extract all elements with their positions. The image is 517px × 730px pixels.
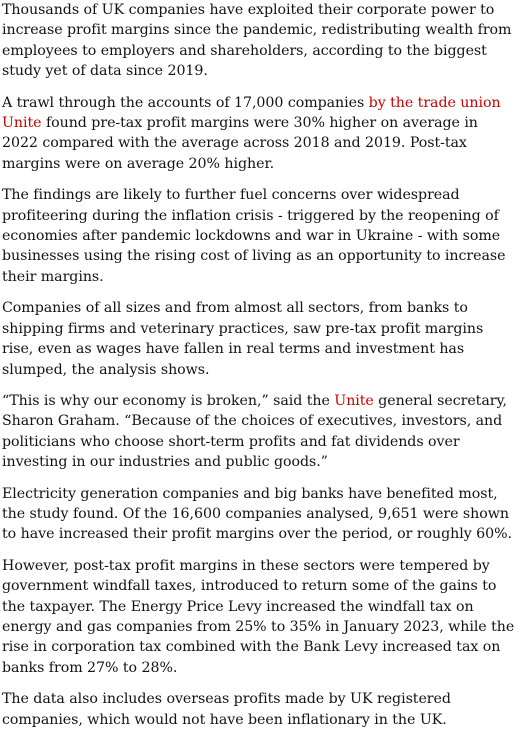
paragraph-5: “This is why our economy is broken,” sai… (2, 391, 515, 473)
paragraph-7: However, post-tax profit margins in thes… (2, 557, 515, 676)
paragraph-2-text-before: A trawl through the accounts of 17,000 c… (2, 94, 369, 111)
paragraph-1: Thousands of UK companies have exploited… (2, 2, 512, 80)
unite-link[interactable]: Unite (334, 392, 374, 409)
paragraph-3: The findings are likely to further fuel … (2, 187, 506, 285)
paragraph-2-text-after: found pre-tax profit margins were 30% hi… (2, 115, 478, 172)
paragraph-5-text-before: “This is why our economy is broken,” sai… (2, 392, 335, 409)
paragraph-4: Companies of all sizes and from almost a… (2, 300, 484, 378)
unite-study-link[interactable]: by the trade union Unite (2, 94, 501, 132)
paragraph-8: The data also includes overseas profits … (2, 691, 451, 728)
paragraph-2: A trawl through the accounts of 17,000 c… (2, 93, 515, 175)
paragraph-5-text-after: general secretary, Sharon Graham. “Becau… (2, 392, 508, 471)
paragraph-6: Electricity generation companies and big… (2, 485, 513, 543)
